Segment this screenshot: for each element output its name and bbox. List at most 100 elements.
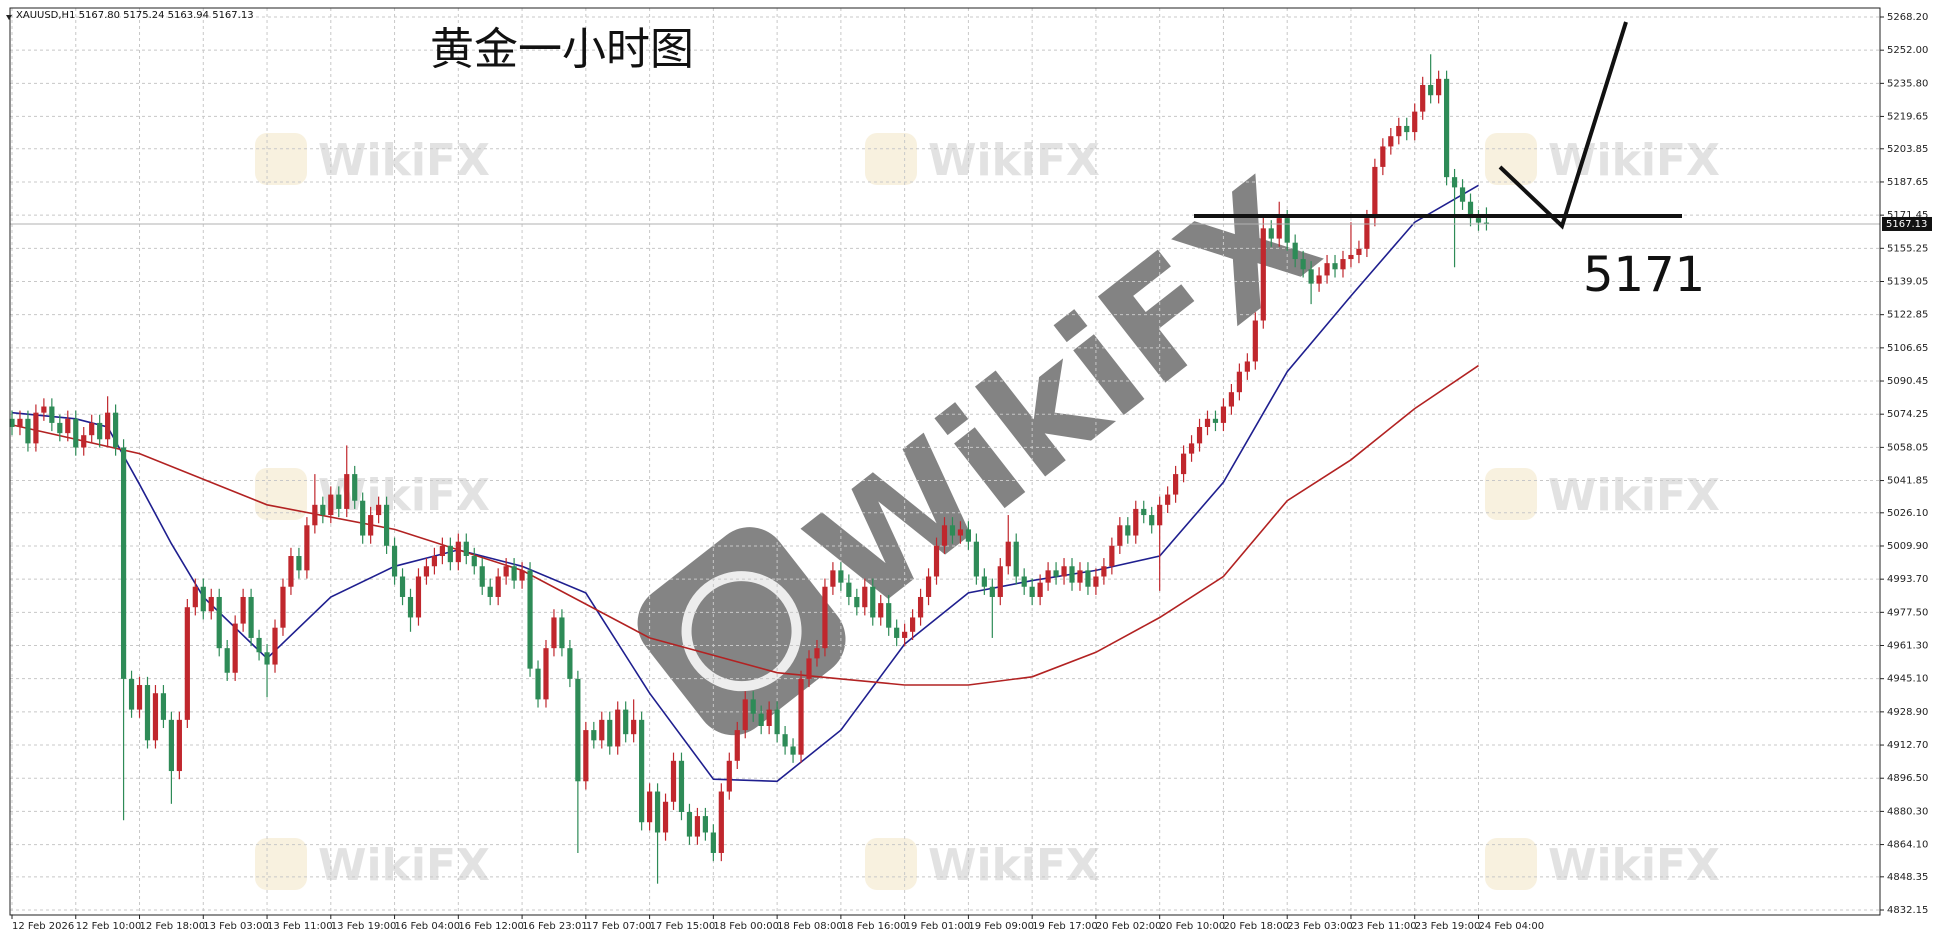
candle-body bbox=[615, 709, 621, 747]
candle-body bbox=[1236, 371, 1242, 393]
candle-body bbox=[1013, 541, 1019, 577]
candle-body bbox=[192, 586, 198, 608]
candle-body bbox=[368, 515, 374, 536]
candle-body bbox=[886, 603, 892, 628]
moving-average bbox=[11, 364, 1479, 686]
candle-body bbox=[1037, 582, 1043, 597]
watermark: WikiFX bbox=[318, 470, 490, 521]
candle-body bbox=[1412, 111, 1418, 133]
candle-body bbox=[949, 525, 956, 536]
candle-body bbox=[479, 566, 485, 587]
candle-body bbox=[902, 631, 908, 638]
candle-body bbox=[814, 648, 820, 659]
y-tick-label: 4848.35 bbox=[1887, 872, 1928, 883]
candle-body bbox=[487, 586, 493, 597]
x-tick-label: 19 Feb 09:00 bbox=[968, 921, 1034, 932]
candle-body bbox=[1420, 84, 1426, 112]
y-tick-label: 5268.20 bbox=[1887, 12, 1928, 23]
candle-body bbox=[176, 719, 182, 772]
candle-body bbox=[391, 545, 398, 577]
candle-body bbox=[1212, 418, 1219, 423]
candle-body bbox=[806, 658, 812, 679]
candle-body bbox=[830, 570, 836, 587]
candle-body bbox=[1061, 566, 1067, 577]
candle-body bbox=[957, 529, 964, 536]
watermark-logo bbox=[255, 133, 307, 185]
x-tick-label: 12 Feb 2026 bbox=[12, 921, 74, 932]
plot-frame bbox=[9, 7, 1881, 916]
candle-body bbox=[264, 652, 270, 665]
candle-body bbox=[304, 525, 310, 571]
x-tick-label: 23 Feb 03:00 bbox=[1287, 921, 1353, 932]
watermark: WikiFX bbox=[1548, 840, 1720, 891]
candle-body bbox=[798, 678, 804, 755]
candle-body bbox=[1125, 525, 1131, 536]
candle-body bbox=[766, 709, 772, 726]
candle-body bbox=[894, 627, 900, 638]
x-tick-label: 16 Feb 23:01 bbox=[522, 921, 588, 932]
current-price-box bbox=[1882, 216, 1932, 231]
candle-body bbox=[575, 678, 581, 782]
candle-body bbox=[647, 791, 653, 823]
candle-body bbox=[1045, 570, 1051, 583]
x-tick-label: 20 Feb 18:00 bbox=[1223, 921, 1289, 932]
watermark-logo bbox=[865, 838, 917, 890]
candle-body bbox=[280, 586, 286, 628]
watermark: WikiFX bbox=[928, 135, 1100, 186]
candle-body bbox=[81, 435, 87, 448]
candle-body bbox=[1196, 426, 1203, 444]
y-tick-label: 5074.25 bbox=[1887, 409, 1928, 420]
candle-body bbox=[535, 668, 541, 700]
candle-body bbox=[981, 576, 987, 587]
candle-body bbox=[670, 760, 677, 802]
candle-body bbox=[248, 596, 254, 638]
y-tick-label: 4864.10 bbox=[1887, 840, 1928, 851]
candle-body bbox=[296, 556, 302, 571]
candle-body bbox=[376, 504, 382, 516]
candle-body bbox=[1467, 201, 1474, 219]
grid bbox=[10, 8, 1880, 915]
candle-body bbox=[208, 596, 214, 612]
current-price-label: 5167.13 bbox=[1886, 219, 1927, 230]
y-tick-label: 4928.90 bbox=[1887, 707, 1928, 718]
candle-body bbox=[1204, 418, 1211, 427]
x-tick-label: 20 Feb 02:00 bbox=[1096, 921, 1162, 932]
y-tick-label: 4832.15 bbox=[1887, 905, 1928, 916]
y-tick-label: 4896.50 bbox=[1887, 773, 1928, 784]
candle-body bbox=[415, 576, 422, 618]
candle-body bbox=[431, 556, 438, 567]
x-tick-label: 23 Feb 19:00 bbox=[1415, 921, 1481, 932]
candle-body bbox=[447, 545, 453, 563]
candle-body bbox=[631, 719, 637, 735]
candle-body bbox=[543, 648, 549, 700]
x-tick-label: 16 Feb 12:00 bbox=[458, 921, 524, 932]
watermark-logo bbox=[1485, 133, 1537, 185]
candle-body bbox=[73, 418, 79, 448]
watermark: WikiFX bbox=[1548, 135, 1720, 186]
x-tick-label: 18 Feb 16:00 bbox=[841, 921, 907, 932]
watermark-logo bbox=[255, 468, 307, 520]
candle-body bbox=[1459, 187, 1466, 202]
candle-body bbox=[997, 566, 1003, 597]
candle-body bbox=[360, 500, 366, 536]
candle-body bbox=[144, 685, 151, 741]
candle-body bbox=[113, 412, 119, 448]
candle-body bbox=[1117, 525, 1123, 546]
candle-body bbox=[312, 504, 318, 526]
candle-body bbox=[1300, 259, 1306, 270]
x-tick-label: 17 Feb 15:00 bbox=[650, 921, 716, 932]
candle-body bbox=[463, 541, 469, 557]
candle-body bbox=[152, 693, 159, 741]
candle-body bbox=[1332, 263, 1338, 270]
candle-body bbox=[933, 545, 940, 577]
y-tick-label: 4977.50 bbox=[1887, 607, 1928, 618]
x-tick-label: 18 Feb 00:00 bbox=[713, 921, 779, 932]
watermark-logo bbox=[255, 838, 307, 890]
y-tick-label: 5203.85 bbox=[1887, 144, 1928, 155]
candle-body bbox=[33, 412, 39, 444]
candle-body bbox=[503, 566, 509, 577]
candle-body bbox=[9, 418, 15, 427]
candle-body bbox=[1483, 222, 1490, 224]
candle-body bbox=[89, 422, 95, 436]
y-tick-label: 5171.45 bbox=[1887, 210, 1928, 221]
